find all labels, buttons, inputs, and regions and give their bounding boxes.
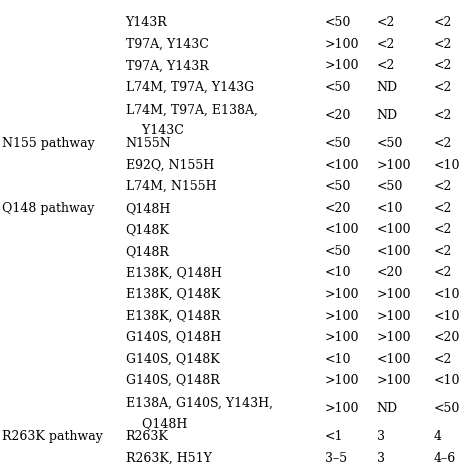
- Text: Q148K: Q148K: [126, 223, 170, 236]
- Text: <2: <2: [434, 16, 452, 29]
- Text: <10: <10: [434, 374, 460, 387]
- Text: N155N: N155N: [126, 137, 172, 150]
- Text: >100: >100: [377, 331, 411, 344]
- Text: <100: <100: [377, 245, 411, 258]
- Text: ND: ND: [377, 402, 398, 415]
- Text: <100: <100: [377, 353, 411, 365]
- Text: >100: >100: [325, 374, 359, 387]
- Text: R263K, H51Y: R263K, H51Y: [126, 452, 211, 465]
- Text: E138K, Q148K: E138K, Q148K: [126, 288, 220, 301]
- Text: <20: <20: [377, 266, 403, 279]
- Text: <2: <2: [434, 59, 452, 72]
- Text: <1: <1: [325, 430, 343, 443]
- Text: N155 pathway: N155 pathway: [2, 137, 95, 150]
- Text: <2: <2: [434, 180, 452, 193]
- Text: 4: 4: [434, 430, 442, 443]
- Text: <2: <2: [434, 202, 452, 215]
- Text: <10: <10: [434, 159, 460, 172]
- Text: <50: <50: [325, 16, 351, 29]
- Text: 3: 3: [377, 452, 385, 465]
- Text: <10: <10: [325, 353, 351, 365]
- Text: 3: 3: [377, 430, 385, 443]
- Text: <50: <50: [377, 180, 403, 193]
- Text: G140S, Q148H: G140S, Q148H: [126, 331, 221, 344]
- Text: <2: <2: [434, 223, 452, 236]
- Text: 4–6: 4–6: [434, 452, 456, 465]
- Text: <10: <10: [434, 310, 460, 322]
- Text: <2: <2: [434, 245, 452, 258]
- Text: <50: <50: [434, 402, 460, 415]
- Text: <10: <10: [377, 202, 403, 215]
- Text: <2: <2: [434, 81, 452, 94]
- Text: <100: <100: [377, 223, 411, 236]
- Text: Q148 pathway: Q148 pathway: [2, 202, 95, 215]
- Text: <2: <2: [434, 109, 452, 122]
- Text: <20: <20: [325, 202, 351, 215]
- Text: ND: ND: [377, 109, 398, 122]
- Text: R263K pathway: R263K pathway: [2, 430, 103, 443]
- Text: >100: >100: [325, 402, 359, 415]
- Text: <20: <20: [325, 109, 351, 122]
- Text: <50: <50: [325, 81, 351, 94]
- Text: Q148H: Q148H: [126, 418, 187, 430]
- Text: <10: <10: [434, 288, 460, 301]
- Text: G140S, Q148R: G140S, Q148R: [126, 374, 219, 387]
- Text: <2: <2: [434, 137, 452, 150]
- Text: Q148R: Q148R: [126, 245, 170, 258]
- Text: <2: <2: [434, 266, 452, 279]
- Text: >100: >100: [325, 288, 359, 301]
- Text: L74M, T97A, Y143G: L74M, T97A, Y143G: [126, 81, 254, 94]
- Text: T97A, Y143C: T97A, Y143C: [126, 38, 209, 51]
- Text: G140S, Q148K: G140S, Q148K: [126, 353, 219, 365]
- Text: >100: >100: [377, 374, 411, 387]
- Text: <20: <20: [434, 331, 460, 344]
- Text: <2: <2: [377, 59, 395, 72]
- Text: >100: >100: [325, 331, 359, 344]
- Text: E138A, G140S, Y143H,: E138A, G140S, Y143H,: [126, 397, 273, 410]
- Text: E138K, Q148R: E138K, Q148R: [126, 310, 220, 322]
- Text: <2: <2: [434, 353, 452, 365]
- Text: <2: <2: [377, 16, 395, 29]
- Text: ND: ND: [377, 81, 398, 94]
- Text: Y143C: Y143C: [126, 124, 183, 137]
- Text: 3–5: 3–5: [325, 452, 347, 465]
- Text: L74M, N155H: L74M, N155H: [126, 180, 216, 193]
- Text: Y143R: Y143R: [126, 16, 167, 29]
- Text: R263K: R263K: [126, 430, 168, 443]
- Text: >100: >100: [377, 310, 411, 322]
- Text: >100: >100: [325, 59, 359, 72]
- Text: >100: >100: [377, 288, 411, 301]
- Text: >100: >100: [377, 159, 411, 172]
- Text: <50: <50: [325, 180, 351, 193]
- Text: <50: <50: [325, 137, 351, 150]
- Text: <2: <2: [434, 38, 452, 51]
- Text: <100: <100: [325, 159, 359, 172]
- Text: <10: <10: [325, 266, 351, 279]
- Text: <2: <2: [377, 38, 395, 51]
- Text: <50: <50: [325, 245, 351, 258]
- Text: >100: >100: [325, 310, 359, 322]
- Text: E92Q, N155H: E92Q, N155H: [126, 159, 214, 172]
- Text: <100: <100: [325, 223, 359, 236]
- Text: L74M, T97A, E138A,: L74M, T97A, E138A,: [126, 103, 257, 117]
- Text: E138K, Q148H: E138K, Q148H: [126, 266, 221, 279]
- Text: <50: <50: [377, 137, 403, 150]
- Text: Q148H: Q148H: [126, 202, 171, 215]
- Text: T97A, Y143R: T97A, Y143R: [126, 59, 209, 72]
- Text: >100: >100: [325, 38, 359, 51]
